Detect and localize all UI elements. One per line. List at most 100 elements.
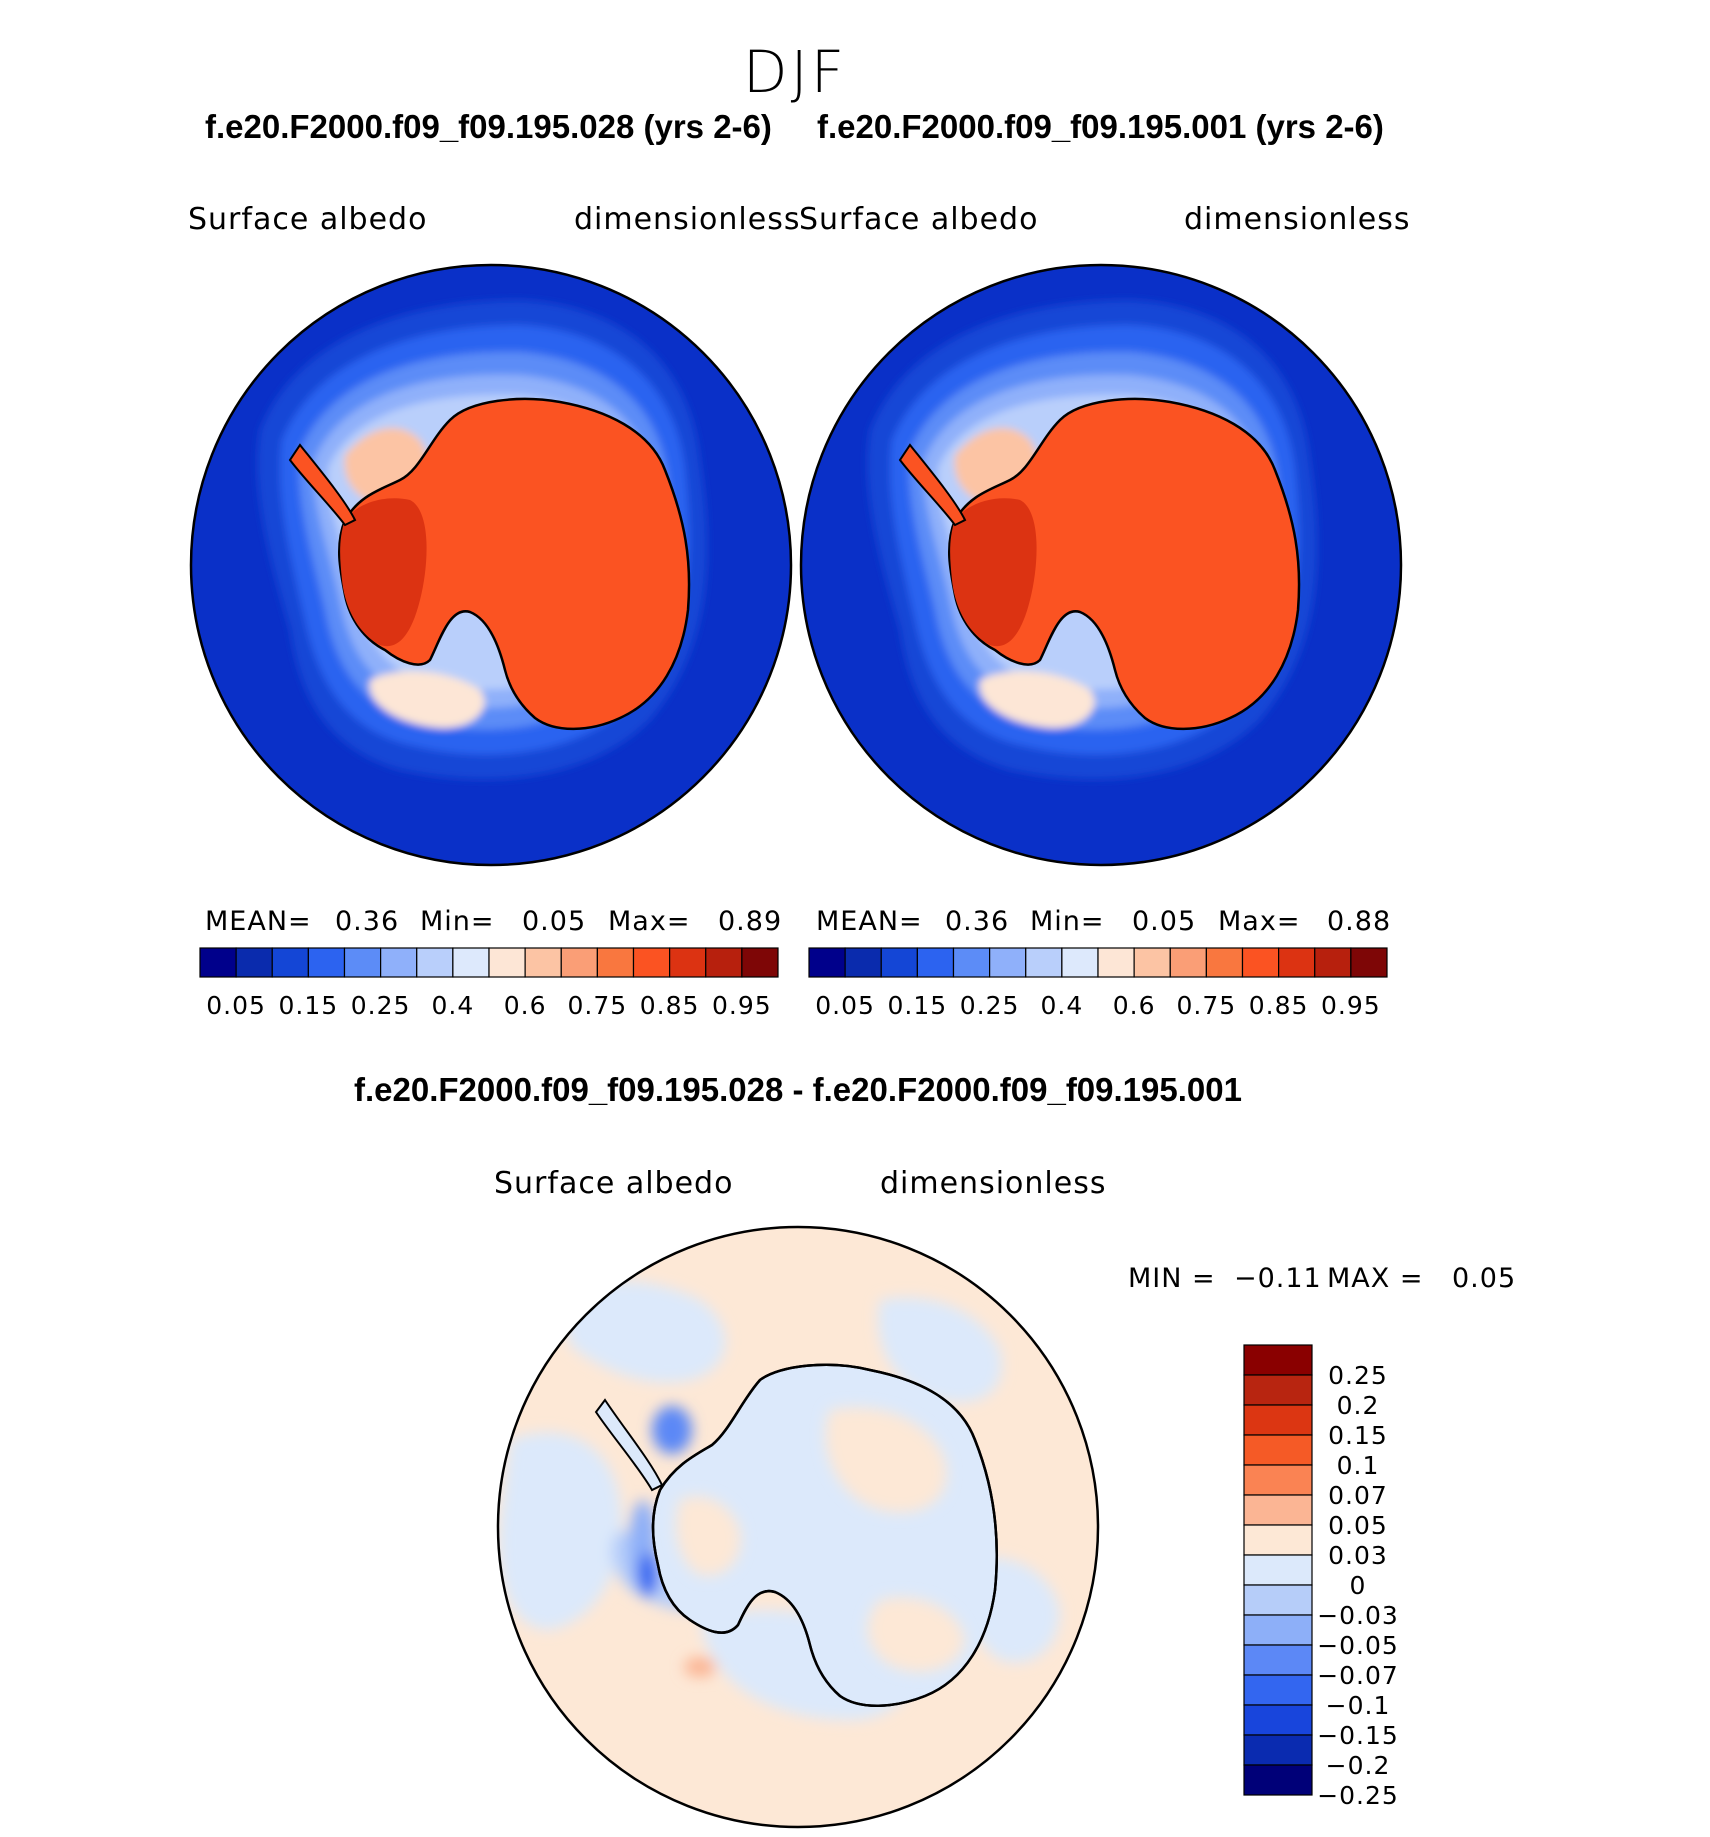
colorbar-tick-label: 0.6 (504, 991, 547, 1020)
colorbar-swatch (307, 947, 346, 978)
diff-min-label: MIN = (1128, 1263, 1216, 1294)
panel-1-units: dimensionless (574, 202, 801, 237)
colorbar-swatch (199, 947, 237, 978)
diff-min-value: −0.11 (1234, 1263, 1322, 1294)
colorbar-swatch (1097, 947, 1135, 978)
colorbar-tick-label: −0.05 (1317, 1631, 1399, 1660)
colorbar-tick-label: −0.03 (1317, 1601, 1399, 1630)
panel-1-mean-label: MEAN= (205, 906, 312, 937)
diff-variable: Surface albedo (494, 1166, 734, 1201)
colorbar-tick-label: 0.15 (1328, 1421, 1388, 1450)
colorbar-swatch (1243, 1734, 1313, 1766)
colorbar-tick-label: −0.2 (1326, 1751, 1391, 1780)
panel-2-mean-label: MEAN= (816, 906, 923, 937)
colorbar-tick-label: 0.95 (712, 991, 772, 1020)
colorbar-tick-label: 0.25 (960, 991, 1020, 1020)
colorbar-swatch (524, 947, 562, 978)
colorbar-swatch (1314, 947, 1352, 978)
colorbar-swatch (1243, 1374, 1313, 1406)
colorbar-swatch (1243, 1704, 1313, 1736)
colorbar-swatch (844, 947, 882, 978)
panel-2-max-label: Max= (1218, 906, 1301, 937)
diff-units: dimensionless (880, 1166, 1107, 1201)
colorbar-tick-label: 0.25 (351, 991, 411, 1020)
map-border (799, 263, 1403, 867)
colorbar-swatch (1278, 947, 1316, 978)
colorbar-swatch (632, 947, 671, 978)
panel-1-title: f.e20.F2000.f09_f09.195.028 (yrs 2-6) (205, 108, 772, 145)
map-panel-2 (799, 263, 1403, 867)
colorbar-tick-label: 0.75 (1177, 991, 1237, 1020)
colorbar-swatch (952, 947, 991, 978)
colorbar-swatch (1169, 947, 1207, 978)
map-border (189, 263, 793, 867)
map-panel-1 (189, 263, 793, 867)
colorbar-swatch (488, 947, 526, 978)
panel-1-max-value: 0.89 (718, 906, 783, 937)
colorbar-swatch (416, 947, 454, 978)
colorbar-swatch (1243, 1344, 1313, 1376)
panel-1-variable: Surface albedo (188, 202, 428, 237)
colorbar-tick-label: −0.07 (1317, 1661, 1399, 1690)
season-title: DJF (742, 38, 848, 106)
colorbar-tick-label: −0.1 (1326, 1691, 1391, 1720)
colorbar-swatch (705, 947, 743, 978)
panel-2-max-value: 0.88 (1327, 906, 1392, 937)
colorbar-swatch (1133, 947, 1171, 978)
colorbar-tick-label: 0.95 (1321, 991, 1381, 1020)
colorbar-swatch (808, 947, 846, 978)
colorbar-panel-2: 0.05 0.15 0.25 0.4 0.6 0.75 0.85 0.95 (808, 947, 1388, 1020)
panel-1-mean-value: 0.36 (335, 906, 400, 937)
colorbar-tick-label: 0.75 (568, 991, 628, 1020)
colorbar-panel-1: 0.05 0.15 0.25 0.4 0.6 0.75 0.85 0.95 (199, 947, 779, 1020)
colorbar-tick-label: 0.4 (1040, 991, 1083, 1020)
colorbar-swatch (380, 947, 418, 978)
colorbar-swatch (1243, 1764, 1313, 1796)
panel-2-variable: Surface albedo (799, 202, 1039, 237)
colorbar-tick-label: 0.85 (640, 991, 700, 1020)
colorbar-difference: 0.250.20.150.10.070.050.030−0.03−0.05−0.… (1243, 1344, 1399, 1810)
colorbar-swatch (271, 947, 309, 978)
colorbar-swatch (1243, 1644, 1313, 1676)
colorbar-swatch (1243, 1554, 1313, 1586)
colorbar-swatch (1243, 1494, 1313, 1526)
diff-title: f.e20.F2000.f09_f09.195.028 - f.e20.F200… (354, 1071, 1242, 1108)
colorbar-swatch (596, 947, 635, 978)
colorbar-swatch (1243, 1524, 1313, 1556)
colorbar-swatch (1243, 1584, 1313, 1616)
colorbar-swatch (1243, 1614, 1313, 1646)
colorbar-swatch (741, 947, 779, 978)
colorbar-tick-label: 0.07 (1328, 1481, 1388, 1510)
diff-max-value: 0.05 (1452, 1263, 1517, 1294)
colorbar-swatch (235, 947, 273, 978)
colorbar-tick-label: 0.2 (1337, 1391, 1380, 1420)
colorbar-swatch (1241, 947, 1280, 978)
panel-2-title: f.e20.F2000.f09_f09.195.001 (yrs 2-6) (817, 108, 1384, 145)
colorbar-swatch (1350, 947, 1388, 978)
colorbar-tick-label: 0.4 (431, 991, 474, 1020)
colorbar-swatch (1205, 947, 1244, 978)
continent (337, 397, 691, 731)
colorbar-swatch (1243, 1464, 1313, 1496)
panel-2-units: dimensionless (1184, 202, 1411, 237)
colorbar-swatch (452, 947, 490, 978)
colorbar-tick-label: 0.05 (1328, 1511, 1388, 1540)
colorbar-swatch (1061, 947, 1099, 978)
colorbar-swatch (343, 947, 382, 978)
colorbar-swatch (880, 947, 918, 978)
colorbar-tick-label: −0.15 (1317, 1721, 1399, 1750)
colorbar-tick-label: 0.25 (1328, 1361, 1388, 1390)
diff-max-label: MAX = (1327, 1263, 1424, 1294)
colorbar-tick-label: 0 (1350, 1571, 1367, 1600)
colorbar-tick-label: −0.25 (1317, 1781, 1399, 1810)
colorbar-swatch (1243, 1404, 1313, 1436)
colorbar-tick-label: 0.15 (888, 991, 948, 1020)
panel-1-min-value: 0.05 (522, 906, 587, 937)
colorbar-swatch (1025, 947, 1063, 978)
colorbar-tick-label: 0.85 (1249, 991, 1309, 1020)
map-difference (496, 1225, 1100, 1829)
colorbar-tick-label: 0.15 (279, 991, 339, 1020)
panel-2-min-value: 0.05 (1132, 906, 1197, 937)
colorbar-tick-label: 0.1 (1337, 1451, 1380, 1480)
